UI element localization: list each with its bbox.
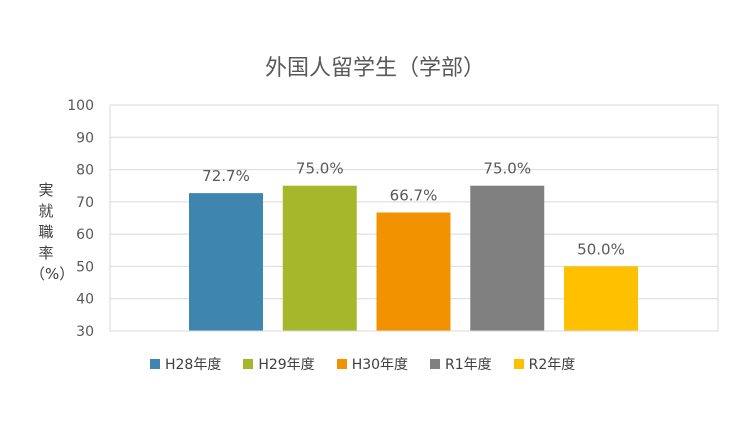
legend-item: H29年度 xyxy=(243,354,315,374)
data-label-3: 66.7% xyxy=(390,187,438,205)
plot-area-border xyxy=(109,104,719,332)
chart-title: 外国人留学生（学部） xyxy=(264,56,485,81)
y-tick-label: 50 xyxy=(76,259,94,275)
legend-item: H30年度 xyxy=(336,354,409,374)
y-tick-labels: 30 40 50 60 70 80 90 100 xyxy=(67,98,94,340)
legend-label: R1年度 xyxy=(445,357,492,373)
legend-swatch xyxy=(430,359,441,369)
legend-label: R2年度 xyxy=(528,357,576,373)
bar-3 xyxy=(376,212,451,331)
bar-4 xyxy=(470,185,545,331)
data-label-2: 75.0% xyxy=(296,160,344,178)
y-tick-label: 40 xyxy=(76,292,94,308)
legend: H28年度 H29年度 H30年度 R1年度 R2年度 xyxy=(150,354,597,374)
data-label-4: 75.0% xyxy=(483,160,531,178)
data-label-1: 72.7% xyxy=(202,167,250,185)
legend-swatch xyxy=(150,359,160,369)
legend-item: H28年度 xyxy=(150,354,221,374)
data-labels: 72.7% 75.0% 66.7% 75.0% 50.0% xyxy=(202,160,625,259)
bar-2 xyxy=(282,185,357,331)
y-tick-label: 80 xyxy=(76,163,94,179)
legend-item: R2年度 xyxy=(513,354,576,374)
legend-item: R1年度 xyxy=(430,354,492,374)
legend-swatch xyxy=(336,359,347,369)
y-tick-label: 30 xyxy=(76,324,94,340)
bars xyxy=(189,185,638,331)
y-tick-label: 100 xyxy=(67,98,94,114)
bar-5 xyxy=(564,266,638,331)
data-label-5: 50.0% xyxy=(577,240,625,258)
legend-swatch xyxy=(243,359,254,369)
bar-1 xyxy=(189,193,263,331)
legend-label: H29年度 xyxy=(258,357,315,373)
legend-label: H30年度 xyxy=(351,357,409,373)
y-tick-label: 90 xyxy=(76,130,94,146)
legend-label: H28年度 xyxy=(165,357,222,373)
legend-swatch xyxy=(513,359,524,369)
y-tick-label: 70 xyxy=(76,195,94,211)
y-tick-label: 60 xyxy=(76,227,94,243)
